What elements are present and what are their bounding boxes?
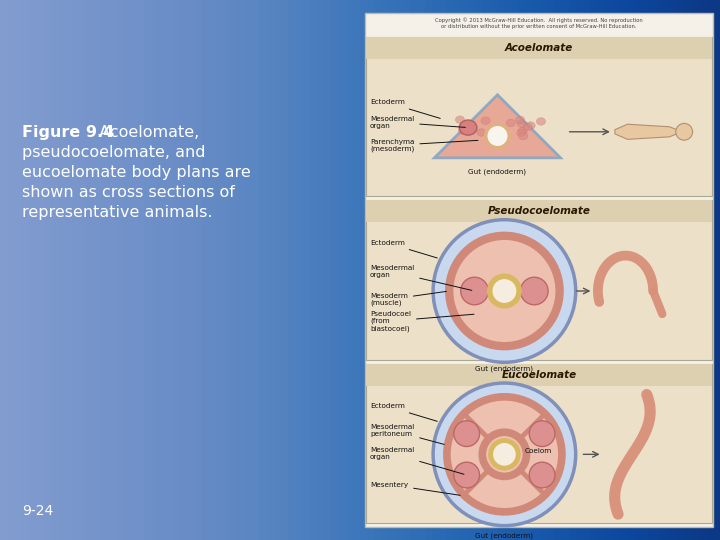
Circle shape (454, 462, 480, 488)
Text: Mesoderm
(muscle): Mesoderm (muscle) (370, 292, 446, 306)
Text: 9-24: 9-24 (22, 504, 53, 518)
Ellipse shape (518, 127, 528, 135)
Text: Gut (endoderm): Gut (endoderm) (475, 532, 534, 539)
Ellipse shape (498, 135, 507, 143)
Text: Mesodermal
organ: Mesodermal organ (370, 265, 472, 291)
Ellipse shape (518, 132, 528, 140)
Ellipse shape (490, 136, 499, 143)
Circle shape (454, 421, 480, 447)
Ellipse shape (455, 116, 464, 124)
Text: Ectoderm: Ectoderm (370, 240, 437, 258)
Ellipse shape (481, 117, 490, 125)
Bar (366, 200, 712, 222)
Ellipse shape (516, 116, 525, 124)
Bar (366, 37, 712, 197)
Circle shape (521, 277, 548, 305)
Ellipse shape (461, 122, 470, 130)
Text: Pseudocoelomate: Pseudocoelomate (487, 206, 590, 217)
Text: Mesodermal
organ: Mesodermal organ (370, 447, 464, 474)
Bar (366, 200, 712, 360)
Bar (365, 13, 713, 527)
Text: Mesentery: Mesentery (370, 482, 460, 495)
Ellipse shape (487, 132, 497, 139)
Circle shape (529, 421, 555, 447)
Bar (366, 363, 712, 386)
Ellipse shape (526, 122, 535, 129)
Text: Ectoderm: Ectoderm (370, 99, 440, 118)
Text: Acoelomate,: Acoelomate, (94, 125, 199, 140)
Ellipse shape (490, 132, 499, 140)
Circle shape (486, 124, 509, 148)
Text: Coelom: Coelom (525, 448, 552, 454)
Circle shape (449, 236, 559, 346)
Bar (366, 363, 712, 523)
Ellipse shape (523, 123, 532, 131)
Text: Figure 9.4: Figure 9.4 (22, 125, 114, 140)
Text: Gut (endoderm): Gut (endoderm) (475, 366, 534, 372)
Circle shape (433, 220, 576, 362)
Circle shape (676, 123, 693, 140)
Text: shown as cross sections of: shown as cross sections of (22, 185, 235, 200)
Bar (366, 37, 712, 59)
Ellipse shape (517, 129, 526, 137)
Circle shape (433, 383, 576, 525)
Text: Ectoderm: Ectoderm (370, 403, 437, 421)
Text: Eucoelomate: Eucoelomate (501, 370, 577, 380)
Text: representative animals.: representative animals. (22, 205, 212, 220)
Circle shape (461, 277, 488, 305)
Polygon shape (434, 95, 560, 158)
Ellipse shape (459, 127, 468, 134)
Text: Mesodermal
peritoneum: Mesodermal peritoneum (370, 424, 444, 444)
Ellipse shape (536, 118, 546, 125)
Ellipse shape (477, 129, 486, 136)
Text: Mesodermal
organ: Mesodermal organ (370, 116, 465, 129)
Polygon shape (615, 124, 682, 139)
Text: Parenchyma
(mesoderm): Parenchyma (mesoderm) (370, 139, 478, 152)
Circle shape (490, 276, 519, 306)
Circle shape (447, 397, 562, 512)
Circle shape (490, 441, 518, 468)
Text: Copyright © 2013 McGraw-Hill Education.  All rights reserved. No reproduction
or: Copyright © 2013 McGraw-Hill Education. … (435, 17, 643, 29)
Ellipse shape (459, 120, 477, 135)
Text: eucoelomate body plans are: eucoelomate body plans are (22, 165, 251, 180)
Text: Pseudocoel
(from
blastocoel): Pseudocoel (from blastocoel) (370, 310, 474, 332)
Text: pseudocoelomate, and: pseudocoelomate, and (22, 145, 205, 160)
Circle shape (529, 462, 555, 488)
Text: Acoelomate: Acoelomate (505, 43, 573, 53)
Text: Gut (endoderm): Gut (endoderm) (469, 168, 526, 176)
Ellipse shape (517, 120, 526, 127)
Ellipse shape (506, 119, 516, 127)
